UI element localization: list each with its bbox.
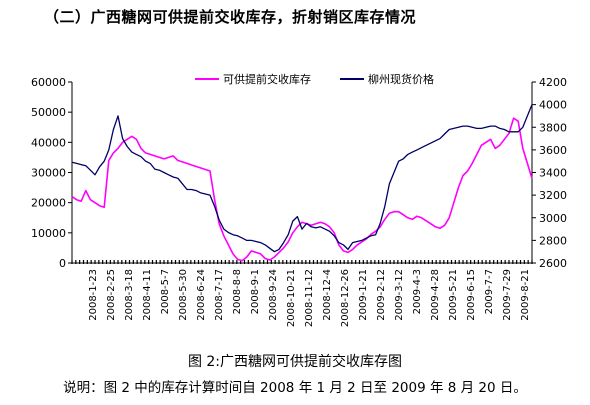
x-tick-label: 2008-7-17 bbox=[214, 269, 225, 321]
left-tick-label: 30000 bbox=[31, 167, 66, 180]
left-tick-label: 60000 bbox=[31, 76, 66, 89]
right-tick-label: 2800 bbox=[539, 234, 567, 247]
legend: 可供提前交收库存 柳州现货价格 bbox=[195, 72, 434, 86]
inventory-price-chart: 0 10000 20000 30000 40000 50000 60000 2600 2800… bbox=[31, 72, 567, 327]
left-tick-label: 40000 bbox=[31, 136, 66, 149]
left-y-axis: 0 10000 20000 30000 40000 50000 60000 bbox=[31, 76, 73, 270]
figure-note: 说明：图 2 中的库存计算时间自 2008 年 1 月 2 日至 2009 年 … bbox=[63, 380, 527, 396]
x-tick-label: 2008-3-18 bbox=[124, 269, 135, 321]
right-tick-label: 3400 bbox=[539, 167, 567, 180]
x-tick-label: 2008-5-7 bbox=[160, 269, 171, 314]
x-tick-label: 2008-10-21 bbox=[286, 269, 297, 327]
x-tick-label: 2008-4-11 bbox=[142, 269, 153, 321]
x-tick-label: 2008-12-26 bbox=[340, 269, 351, 327]
x-tick-label: 2008-12-4 bbox=[322, 269, 333, 321]
right-tick-label: 2600 bbox=[539, 257, 567, 270]
left-tick-label: 10000 bbox=[31, 227, 66, 240]
x-axis: 2008-1-23 2008-2-25 2008-3-18 2008-4-11 2008… bbox=[71, 260, 533, 327]
x-tick-label: 2009-4-3 bbox=[412, 269, 423, 314]
right-tick-label: 3600 bbox=[539, 144, 567, 157]
x-tick-label: 2009-2-12 bbox=[376, 269, 387, 321]
x-tick-label: 2009-8-21 bbox=[520, 269, 531, 321]
x-tick-label: 2009-3-12 bbox=[394, 269, 405, 321]
figure-caption: 图 2:广西糖网可供提前交收库存图 bbox=[187, 354, 403, 370]
right-tick-label: 4200 bbox=[539, 76, 567, 89]
x-tick-label: 2008-5-30 bbox=[178, 269, 189, 321]
x-tick-label: 2008-9-24 bbox=[268, 269, 279, 321]
series-line-2 bbox=[71, 104, 533, 253]
right-tick-label: 3200 bbox=[539, 189, 567, 202]
left-tick-label: 50000 bbox=[31, 106, 66, 119]
x-tick-label: 2009-7-7 bbox=[484, 269, 495, 314]
x-tick-label: 2009-6-15 bbox=[466, 269, 477, 321]
legend-label: 柳州现货价格 bbox=[368, 72, 434, 86]
x-tick-label: 2008-11-12 bbox=[304, 269, 315, 327]
x-tick-label: 2009-7-29 bbox=[502, 269, 513, 321]
x-tick-label: 2008-6-24 bbox=[196, 269, 207, 321]
right-y-axis: 2600 2800 3000 3200 3400 3600 3800 4000 4200 bbox=[531, 76, 567, 270]
left-tick-label: 0 bbox=[59, 257, 66, 270]
x-tick-label: 2008-2-25 bbox=[106, 269, 117, 321]
x-tick-label: 2009-1-21 bbox=[358, 269, 369, 321]
x-tick-label: 2009-5-21 bbox=[448, 269, 459, 321]
x-tick-label: 2008-9-1 bbox=[250, 269, 261, 314]
x-tick-label: 2008-8-8 bbox=[232, 269, 243, 314]
series-line-1 bbox=[71, 117, 533, 262]
left-tick-label: 20000 bbox=[31, 197, 66, 210]
plot-area bbox=[72, 82, 532, 263]
series-layer bbox=[71, 104, 533, 262]
right-tick-label: 3800 bbox=[539, 121, 567, 134]
x-tick-label: 2009-4-28 bbox=[430, 269, 441, 321]
right-tick-label: 4000 bbox=[539, 99, 567, 112]
x-tick-label: 2008-1-23 bbox=[88, 269, 99, 321]
right-tick-label: 3000 bbox=[539, 212, 567, 225]
legend-label: 可供提前交收库存 bbox=[223, 72, 311, 86]
page-heading: （二）广西糖网可供提前交收库存，折射销区库存情况 bbox=[44, 8, 417, 26]
